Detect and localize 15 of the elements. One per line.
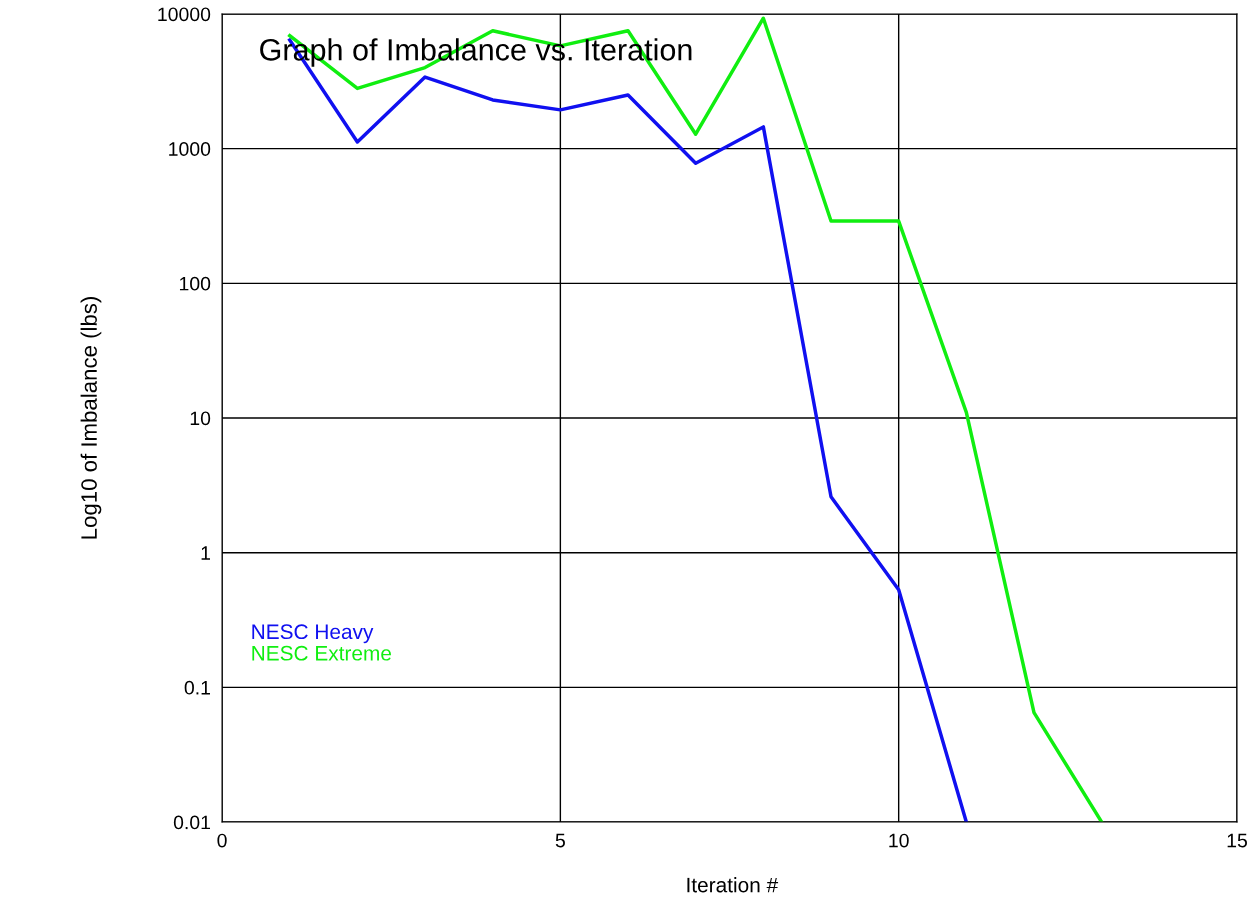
x-tick-label: 10 — [889, 833, 909, 848]
y-tick-label: 100 — [179, 276, 211, 291]
y-tick-label: 0.1 — [184, 680, 210, 695]
y-tick-label: 0.01 — [173, 815, 210, 830]
x-tick-label: 0 — [217, 833, 227, 848]
text: NESC Heavy — [252, 624, 374, 644]
y-tick-label: 10000 — [158, 7, 211, 22]
y-tick-label: 1000 — [169, 142, 211, 156]
y-tick-label: 1 — [201, 546, 210, 560]
x-tick-label: 15 — [1227, 833, 1247, 848]
x-tick-label: 5 — [555, 833, 565, 848]
text: NESC Extreme — [252, 645, 391, 661]
y-tick-label: 10 — [190, 411, 211, 426]
y-axis-title: Log10 of Imbalance (lbs) — [80, 297, 102, 539]
x-axis-title: Iteration # — [687, 877, 779, 893]
